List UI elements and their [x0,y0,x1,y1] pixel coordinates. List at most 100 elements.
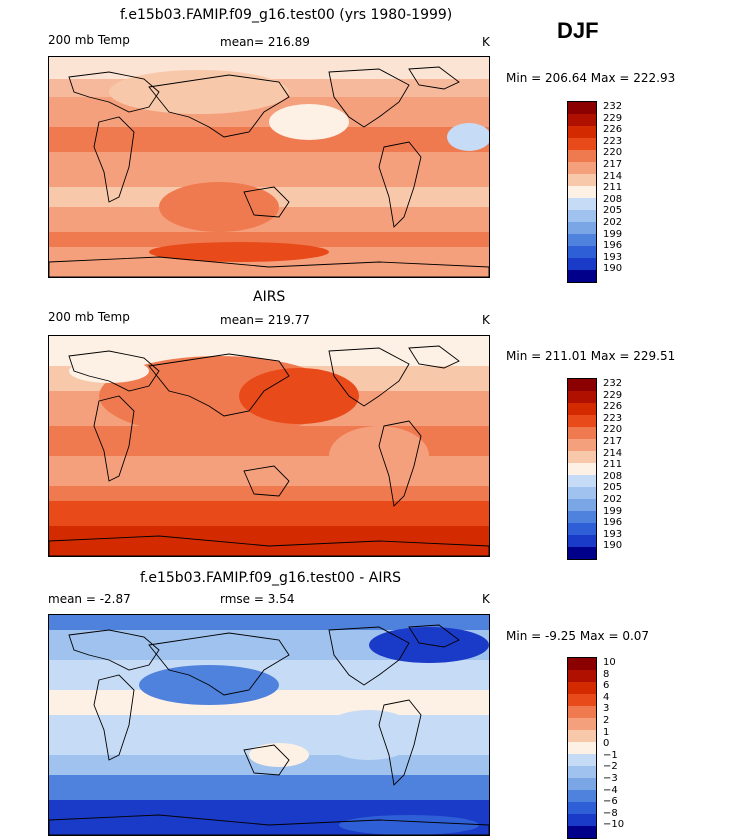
contour-band [49,615,489,630]
colorbar-swatch [568,403,596,415]
colorbar-swatch [568,682,596,694]
colorbar-tick-label: 226 [603,124,623,136]
continent-outline [378,420,422,507]
colorbar-tick-label: 193 [603,251,623,263]
continent-outline [68,71,160,113]
colorbar-swatch [568,826,596,838]
colorbar-tick-label: 211 [603,459,623,471]
colorbar-swatch [568,198,596,210]
contour-band [49,775,489,800]
continent-outline [408,345,460,369]
colorbar-tick-label: 232 [603,378,623,389]
colorbar-tick-label: 223 [603,135,623,147]
colorbar-tick-label: 2 [603,715,610,726]
colorbar-tick-label: −2 [603,761,618,773]
colorbar-swatch [568,415,596,427]
colorbar-swatch [568,427,596,439]
colorbar-bar [567,101,597,283]
colorbar-tick-label: 232 [603,101,623,112]
colorbar-swatch [568,778,596,790]
panel-3-colorbar: 10 8 6 4 3 2 1 0 −1 −2 −3 −4 −6 −8 −10 [567,657,624,839]
colorbar-tick-label: 6 [603,680,610,692]
colorbar-tick-label: 208 [603,193,623,205]
colorbar-swatch [568,114,596,126]
colorbar-tick-label: 202 [603,217,623,228]
colorbar-bar [567,657,597,839]
colorbar-swatch [568,790,596,802]
panel-2-map-field [49,336,489,556]
panel-2-title: AIRS [253,289,286,305]
colorbar-tick-label: 223 [603,412,623,424]
panel-2-unit: K [482,313,490,327]
colorbar-swatch [568,270,596,282]
panel-1-unit: K [482,35,490,49]
panel-1-title: f.e15b03.FAMIP.f09_g16.test00 (yrs 1980-… [120,7,453,23]
colorbar-swatch [568,670,596,682]
continent-outline [328,347,410,407]
colorbar-tick-label: −1 [603,749,618,761]
colorbar-swatch [568,150,596,162]
colorbar-tick-label: 220 [603,424,623,436]
contour-region [249,743,309,767]
panel-3-map-field [49,615,489,835]
continent-outline [68,629,160,671]
continent-outline [328,626,410,686]
continent-outline [148,632,290,696]
colorbar-swatch [568,802,596,814]
continent-outline [49,814,489,835]
contour-region [269,104,349,140]
contour-region [239,368,359,424]
contour-region [447,123,489,151]
colorbar-tick-label: 202 [603,494,623,505]
colorbar-tick-label: 196 [603,240,623,252]
colorbar-tick-label: 220 [603,147,623,159]
contour-region [319,710,419,760]
colorbar-tick-label: 1 [603,726,610,738]
panel-1-colorbar: 232 229 226 223 220 217 214 211 208 205 202 199 196 1… [567,101,622,283]
colorbar-swatch [568,162,596,174]
panel-3-rmse-label: rmse = 3.54 [220,592,295,606]
contour-region [69,359,149,383]
contour-band [49,127,489,152]
colorbar-swatch [568,210,596,222]
contour-band [49,232,489,247]
panel-3-unit: K [482,592,490,606]
colorbar-tick-label: 190 [603,540,623,552]
continent-outline [378,699,422,786]
panel-1-minmax: Min = 206.64 Max = 222.93 [506,71,676,85]
colorbar-tick-label: 217 [603,436,623,447]
continent-outline [49,256,489,277]
colorbar-swatch [568,174,596,186]
contour-region [109,70,289,114]
contour-region [339,815,479,835]
colorbar-tick-label: 8 [603,668,610,680]
colorbar-tick-label: −10 [603,819,625,831]
colorbar-swatch [568,246,596,258]
panel-3-mean-label: mean = -2.87 [48,592,131,606]
colorbar-tick-label: 229 [603,112,623,124]
panel-1-map [48,56,490,278]
continent-outline [408,624,460,648]
colorbar-swatch [568,535,596,547]
continent-outline [49,535,489,556]
panel-1-map-field [49,57,489,277]
contour-region [329,426,429,486]
contour-band [49,152,489,187]
colorbar-tick-label: 208 [603,470,623,482]
colorbar-swatch [568,499,596,511]
colorbar-tick-label: 205 [603,482,623,494]
colorbar-tick-label: 217 [603,159,623,170]
colorbar-tick-label: 214 [603,447,623,459]
continent-outline [68,350,160,392]
colorbar-swatch [568,658,596,670]
continent-outline [243,186,290,218]
continent-outline [378,141,422,228]
panel-1-left-label: 200 mb Temp [48,33,130,47]
colorbar-swatch [568,718,596,730]
colorbar-swatch [568,475,596,487]
colorbar-swatch [568,439,596,451]
colorbar-swatch [568,730,596,742]
colorbar-swatch [568,258,596,270]
colorbar-tick-label: 193 [603,528,623,540]
colorbar-swatch [568,694,596,706]
